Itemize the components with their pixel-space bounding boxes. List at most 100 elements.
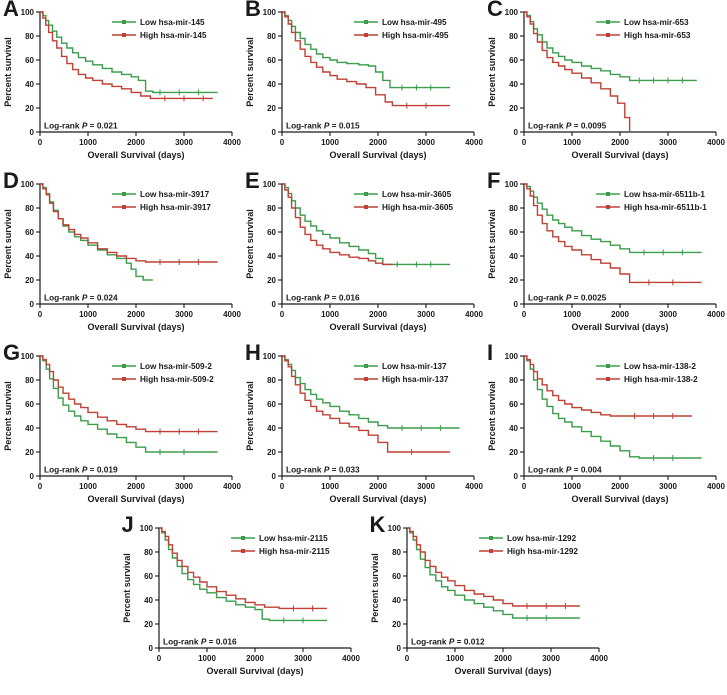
legend-marker-high [122, 33, 126, 37]
x-tick-label: 4000 [590, 654, 608, 663]
x-tick-label: 3000 [175, 310, 193, 319]
axes [39, 184, 232, 305]
x-tick-label: 1000 [198, 654, 216, 663]
y-tick-label: 80 [25, 204, 34, 213]
y-tick-label: 0 [514, 300, 519, 309]
legend-marker-low [364, 364, 368, 368]
legend-label-low: Low hsa-mir-653 [624, 18, 689, 27]
legend-label-low: Low hsa-mir-6511b-1 [624, 190, 705, 199]
x-tick-label: 2000 [127, 138, 145, 147]
y-axis-label: Percent survival [245, 381, 255, 451]
y-tick-label: 20 [25, 276, 34, 285]
x-tick-label: 3000 [417, 482, 435, 491]
km-panel: G 0 20 40 60 80 100 0 1000 2000 3000 4000 Percent s… [0, 340, 242, 516]
legend-label-high: High hsa-mir-3917 [140, 203, 211, 212]
km-panel: K 0 20 40 60 80 100 0 1000 2000 3000 4000 Percent s… [367, 512, 609, 688]
x-tick-label: 2000 [127, 482, 145, 491]
legend-label-high: High hsa-mir-138-2 [624, 375, 698, 384]
survival-curve-high [524, 11, 631, 132]
x-tick-label: 4000 [707, 482, 725, 491]
y-tick-label: 0 [30, 300, 35, 309]
y-tick-label: 100 [387, 524, 401, 533]
y-tick-label: 80 [267, 32, 276, 41]
legend-marker-high [606, 377, 610, 381]
panel-letter: E [245, 168, 260, 193]
survival-curve-high [40, 183, 218, 263]
panel-letter: H [245, 340, 261, 365]
x-tick-label: 3000 [417, 138, 435, 147]
legend-marker-low [122, 192, 126, 196]
km-panel: I 0 20 40 60 80 100 0 1000 2000 3000 4000 Percent s… [484, 340, 726, 516]
x-tick-label: 0 [38, 482, 43, 491]
km-panel: C 0 20 40 60 80 100 0 1000 2000 3000 4000 Percent s… [484, 0, 726, 172]
y-tick-label: 20 [267, 448, 276, 457]
y-tick-label: 60 [267, 228, 276, 237]
survival-curve-high [282, 355, 450, 453]
km-panel: F 0 20 40 60 80 100 0 1000 2000 3000 4000 Percent s… [484, 168, 726, 344]
km-panel: D 0 20 40 60 80 100 0 1000 2000 3000 4000 Percent s… [0, 168, 242, 344]
legend-label-high: High hsa-mir-3605 [382, 203, 453, 212]
y-tick-label: 40 [509, 80, 518, 89]
y-tick-label: 40 [25, 80, 34, 89]
figure-row-1: A 0 20 40 60 80 100 0 1000 2000 3000 4000 Percent s… [0, 0, 727, 172]
panel-letter: C [487, 0, 503, 21]
survival-curve-high [282, 11, 450, 107]
x-axis-label: Overall Survival (days) [329, 150, 426, 160]
legend-label-high: High hsa-mir-6511b-1 [624, 203, 707, 212]
y-tick-label: 0 [396, 644, 401, 653]
axes [405, 528, 599, 649]
x-tick-label: 0 [280, 310, 285, 319]
legend-label-high: High hsa-mir-2115 [259, 547, 330, 556]
x-tick-label: 2000 [369, 138, 387, 147]
km-panel: B 0 20 40 60 80 100 0 1000 2000 3000 4000 Percent s… [242, 0, 484, 172]
y-tick-label: 60 [392, 572, 401, 581]
logrank-label: Log-rank P = 0.0025 [528, 293, 607, 303]
axes [523, 12, 716, 133]
axes [39, 12, 232, 133]
x-tick-label: 1000 [79, 310, 97, 319]
x-tick-label: 0 [404, 654, 409, 663]
x-axis-label: Overall Survival (days) [87, 322, 184, 332]
logrank-label: Log-rank P = 0.019 [44, 465, 118, 475]
y-tick-label: 80 [144, 548, 153, 557]
legend-marker-high [364, 377, 368, 381]
y-tick-label: 40 [144, 596, 153, 605]
x-axis-label: Overall Survival (days) [329, 322, 426, 332]
x-tick-label: 4000 [465, 310, 483, 319]
x-tick-label: 2000 [611, 310, 629, 319]
x-tick-label: 0 [522, 310, 527, 319]
x-tick-label: 4000 [465, 482, 483, 491]
y-tick-label: 0 [30, 472, 35, 481]
legend-marker-high [122, 205, 126, 209]
y-tick-label: 40 [25, 252, 34, 261]
x-tick-label: 0 [38, 310, 43, 319]
survival-curve-low [158, 527, 327, 622]
legend-marker-low [606, 192, 610, 196]
x-tick-label: 3000 [175, 482, 193, 491]
legend-label-low: Low hsa-mir-1292 [507, 534, 577, 543]
x-tick-label: 1000 [563, 138, 581, 147]
panel-letter: F [487, 168, 501, 193]
legend-marker-low [122, 20, 126, 24]
x-tick-label: 0 [280, 482, 285, 491]
km-panel: E 0 20 40 60 80 100 0 1000 2000 3000 4000 Percent s… [242, 168, 484, 344]
y-axis-label: Percent survival [487, 37, 497, 107]
axes [281, 356, 474, 477]
legend-marker-low [606, 364, 610, 368]
survival-curve-high [524, 183, 702, 284]
x-tick-label: 0 [38, 138, 43, 147]
x-tick-label: 2000 [369, 482, 387, 491]
logrank-label: Log-rank P = 0.0095 [528, 121, 607, 131]
legend-label-low: Low hsa-mir-145 [140, 18, 205, 27]
legend-label-high: High hsa-mir-653 [624, 31, 691, 40]
logrank-label: Log-rank P = 0.004 [528, 465, 602, 475]
x-tick-label: 3000 [659, 482, 677, 491]
panel-letter: A [3, 0, 19, 21]
survival-curve-high [158, 527, 327, 610]
y-tick-label: 60 [267, 400, 276, 409]
panel-letter: G [3, 340, 21, 365]
